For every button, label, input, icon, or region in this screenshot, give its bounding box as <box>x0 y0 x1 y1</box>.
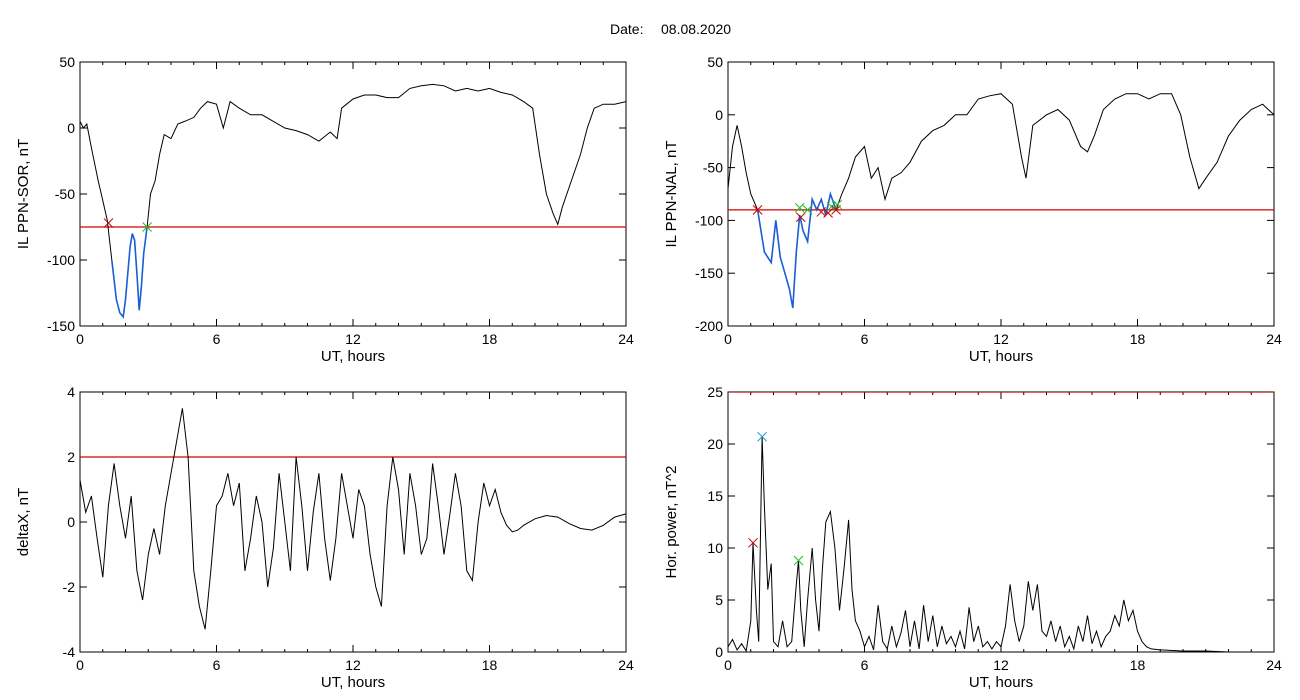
y-tick-label: -150 <box>695 265 723 281</box>
x-tick-label: 12 <box>993 331 1009 347</box>
x-tick-label: 0 <box>76 331 84 347</box>
marker-stroke <box>757 431 767 442</box>
y-tick-label: -200 <box>695 318 723 334</box>
x-axis-label: UT, hours <box>321 348 385 365</box>
x-tick-label: 12 <box>345 331 361 347</box>
marker-stroke <box>826 201 837 212</box>
y-tick-label: 0 <box>715 107 723 123</box>
x-tick-label: 24 <box>1266 331 1282 347</box>
event-segment <box>756 191 837 309</box>
plot-area <box>80 408 626 630</box>
y-tick-label: -50 <box>703 160 723 176</box>
marker-end <box>802 204 813 215</box>
marker-peak <box>757 431 767 442</box>
marker-end <box>832 199 843 210</box>
x-axis-label: UT, hours <box>969 348 1033 365</box>
y-tick-label: 0 <box>715 644 723 660</box>
series-line <box>80 408 626 630</box>
x-tick-label: 24 <box>618 657 634 673</box>
chart-panel-il-nal: 0 6 12 18 24 -200 -150 -100 -50 0 50 UT, hours IL PP… <box>663 54 1282 365</box>
chart-panel-hor-power: 0 6 12 18 24 0 5 10 15 20 25 UT, hours Hor. power, n… <box>663 384 1282 691</box>
x-tick-label: 18 <box>1130 657 1146 673</box>
y-axis-label: Hor. power, nT^2 <box>663 466 680 579</box>
y-tick-label: 15 <box>707 488 723 504</box>
plot-area <box>728 93 1274 309</box>
marker-stroke <box>794 202 805 213</box>
y-tick-label: -4 <box>63 644 76 660</box>
x-tick-label: 0 <box>724 657 732 673</box>
marker-stroke <box>752 204 763 215</box>
x-tick-label: 0 <box>76 657 84 673</box>
y-tick-label: -150 <box>47 318 75 334</box>
x-tick-label: 6 <box>213 331 221 347</box>
x-tick-label: 12 <box>993 657 1009 673</box>
marker-end <box>826 201 837 212</box>
x-tick-label: 18 <box>482 331 498 347</box>
x-axis-label: UT, hours <box>321 674 385 691</box>
event-segment <box>111 226 148 319</box>
marker-end <box>793 555 804 566</box>
x-axis-label: UT, hours <box>969 674 1033 691</box>
marker-start <box>748 537 758 548</box>
plot-frame <box>727 61 1275 327</box>
y-tick-label: 0 <box>67 514 75 530</box>
marker-stroke <box>832 199 843 210</box>
x-tick-label: 12 <box>345 657 361 673</box>
marker-end <box>142 222 152 232</box>
y-tick-label: 20 <box>707 436 723 452</box>
plot-frame <box>79 61 627 327</box>
y-tick-label: 10 <box>707 540 723 556</box>
y-tick-label: 4 <box>67 384 75 400</box>
date-value: 08.08.2020 <box>661 21 731 37</box>
y-tick-label: 2 <box>67 449 75 465</box>
marker-stroke <box>748 537 758 548</box>
y-tick-label: 50 <box>707 54 723 70</box>
y-axis-label: IL PPN-SOR, nT <box>15 139 32 249</box>
x-tick-label: 6 <box>213 657 221 673</box>
marker-stroke <box>802 204 813 215</box>
series-line <box>80 83 626 318</box>
series-line <box>728 93 1274 309</box>
date-label: Date: <box>610 21 643 37</box>
x-tick-label: 6 <box>861 331 869 347</box>
y-axis-label: IL PPN-NAL, nT <box>663 141 680 248</box>
x-tick-label: 24 <box>1266 657 1282 673</box>
y-tick-label: -2 <box>63 579 76 595</box>
marker-start <box>823 208 833 218</box>
plot-frame <box>79 391 627 653</box>
series-line <box>728 436 1274 652</box>
marker-stroke <box>103 218 114 228</box>
plot-area <box>728 392 1274 652</box>
plot-frame <box>727 391 1275 653</box>
y-tick-label: 5 <box>715 592 723 608</box>
marker-start <box>103 218 114 228</box>
x-tick-label: 24 <box>618 331 634 347</box>
y-tick-label: -50 <box>55 186 75 202</box>
x-tick-label: 0 <box>724 331 732 347</box>
x-tick-label: 18 <box>1130 331 1146 347</box>
x-tick-label: 18 <box>482 657 498 673</box>
y-tick-label: 50 <box>59 54 75 70</box>
y-axis-label: deltaX, nT <box>15 488 32 556</box>
marker-stroke <box>142 222 152 232</box>
marker-stroke <box>823 208 833 218</box>
marker-start <box>752 204 763 215</box>
plot-area <box>80 83 626 319</box>
marker-end <box>794 202 805 213</box>
y-tick-label: 25 <box>707 384 723 400</box>
y-tick-label: -100 <box>695 212 723 228</box>
chart-panel-il-sor: 0 6 12 18 24 -150 -100 -50 0 50 UT, hours IL PPN-SO… <box>15 54 634 365</box>
y-tick-label: 0 <box>67 120 75 136</box>
x-tick-label: 6 <box>861 657 869 673</box>
marker-stroke <box>793 555 804 566</box>
y-tick-label: -100 <box>47 252 75 268</box>
